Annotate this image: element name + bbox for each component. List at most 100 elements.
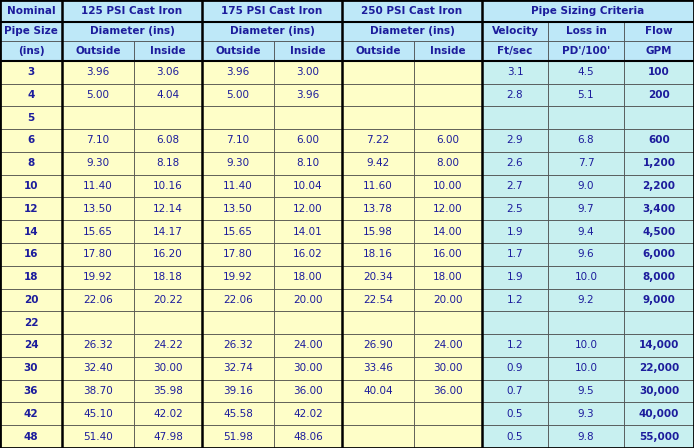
Bar	[342, 61, 414, 83]
Bar	[62, 198, 134, 220]
Text: 9.7: 9.7	[577, 204, 594, 214]
Text: 3: 3	[27, 67, 35, 77]
Bar	[0, 402, 62, 425]
Bar	[548, 425, 624, 448]
Text: 10.0: 10.0	[575, 340, 598, 350]
Text: 7.10: 7.10	[87, 135, 110, 146]
Text: 12.14: 12.14	[153, 204, 183, 214]
Bar	[414, 425, 482, 448]
Bar	[482, 106, 548, 129]
Bar	[342, 0, 482, 22]
Text: 20.22: 20.22	[153, 295, 183, 305]
Text: Outside: Outside	[355, 46, 400, 56]
Bar	[482, 243, 548, 266]
Text: 4.5: 4.5	[577, 67, 594, 77]
Bar	[548, 61, 624, 83]
Bar	[342, 266, 414, 289]
Bar	[548, 266, 624, 289]
Text: 2.7: 2.7	[507, 181, 523, 191]
Bar	[342, 311, 414, 334]
Bar	[62, 83, 134, 106]
Text: 10: 10	[24, 181, 38, 191]
Text: 30.00: 30.00	[433, 363, 463, 373]
Text: 7.22: 7.22	[366, 135, 389, 146]
Text: 51.98: 51.98	[223, 431, 253, 442]
Text: 48.06: 48.06	[293, 431, 323, 442]
Bar	[62, 311, 134, 334]
Text: 9.6: 9.6	[577, 250, 594, 259]
Text: 19.92: 19.92	[83, 272, 113, 282]
Text: 11.40: 11.40	[223, 181, 253, 191]
Bar	[202, 243, 274, 266]
Text: 3.96: 3.96	[226, 67, 250, 77]
Text: 10.04: 10.04	[293, 181, 323, 191]
Text: 18.00: 18.00	[293, 272, 323, 282]
Bar	[274, 357, 342, 379]
Text: 30,000: 30,000	[639, 386, 679, 396]
Text: 18.16: 18.16	[363, 250, 393, 259]
Bar	[548, 152, 624, 175]
Bar	[414, 402, 482, 425]
Text: 36.00: 36.00	[293, 386, 323, 396]
Bar	[134, 198, 202, 220]
Bar	[202, 129, 274, 152]
Text: Loss in: Loss in	[566, 26, 607, 36]
Bar	[0, 129, 62, 152]
Bar	[274, 83, 342, 106]
Bar	[134, 243, 202, 266]
Text: 24.22: 24.22	[153, 340, 183, 350]
Bar	[624, 175, 694, 198]
Bar	[482, 425, 548, 448]
Bar	[274, 425, 342, 448]
Bar	[414, 61, 482, 83]
Bar	[414, 129, 482, 152]
Text: 20: 20	[24, 295, 38, 305]
Bar	[202, 379, 274, 402]
Bar	[0, 357, 62, 379]
Text: 125 PSI Cast Iron: 125 PSI Cast Iron	[81, 6, 183, 16]
Bar	[202, 289, 274, 311]
Text: 0.5: 0.5	[507, 431, 523, 442]
Bar	[202, 311, 274, 334]
Bar	[414, 220, 482, 243]
Text: Nominal: Nominal	[7, 6, 56, 16]
Text: Diameter (ins): Diameter (ins)	[230, 26, 314, 36]
Text: 30: 30	[24, 363, 38, 373]
Text: 9,000: 9,000	[643, 295, 675, 305]
Text: 14.00: 14.00	[433, 227, 463, 237]
Bar	[0, 0, 62, 22]
Bar	[624, 41, 694, 61]
Bar	[62, 152, 134, 175]
Text: 39.16: 39.16	[223, 386, 253, 396]
Text: 38.70: 38.70	[83, 386, 113, 396]
Text: 22: 22	[24, 318, 38, 327]
Text: 11.40: 11.40	[83, 181, 113, 191]
Bar	[202, 402, 274, 425]
Text: 47.98: 47.98	[153, 431, 183, 442]
Bar	[548, 83, 624, 106]
Text: 32.40: 32.40	[83, 363, 113, 373]
Bar	[624, 243, 694, 266]
Bar	[0, 175, 62, 198]
Bar	[624, 22, 694, 41]
Text: 16.20: 16.20	[153, 250, 183, 259]
Bar	[548, 379, 624, 402]
Bar	[414, 243, 482, 266]
Text: 2.8: 2.8	[507, 90, 523, 100]
Text: 24.00: 24.00	[293, 340, 323, 350]
Bar	[342, 220, 414, 243]
Bar	[62, 22, 202, 41]
Bar	[342, 41, 414, 61]
Bar	[414, 311, 482, 334]
Bar	[548, 289, 624, 311]
Text: 3,400: 3,400	[643, 204, 675, 214]
Text: 5: 5	[27, 113, 35, 123]
Bar	[482, 379, 548, 402]
Text: 8: 8	[27, 158, 35, 168]
Bar	[342, 379, 414, 402]
Bar	[482, 357, 548, 379]
Bar	[274, 61, 342, 83]
Bar	[274, 106, 342, 129]
Text: 3.96: 3.96	[86, 67, 110, 77]
Text: 40.04: 40.04	[363, 386, 393, 396]
